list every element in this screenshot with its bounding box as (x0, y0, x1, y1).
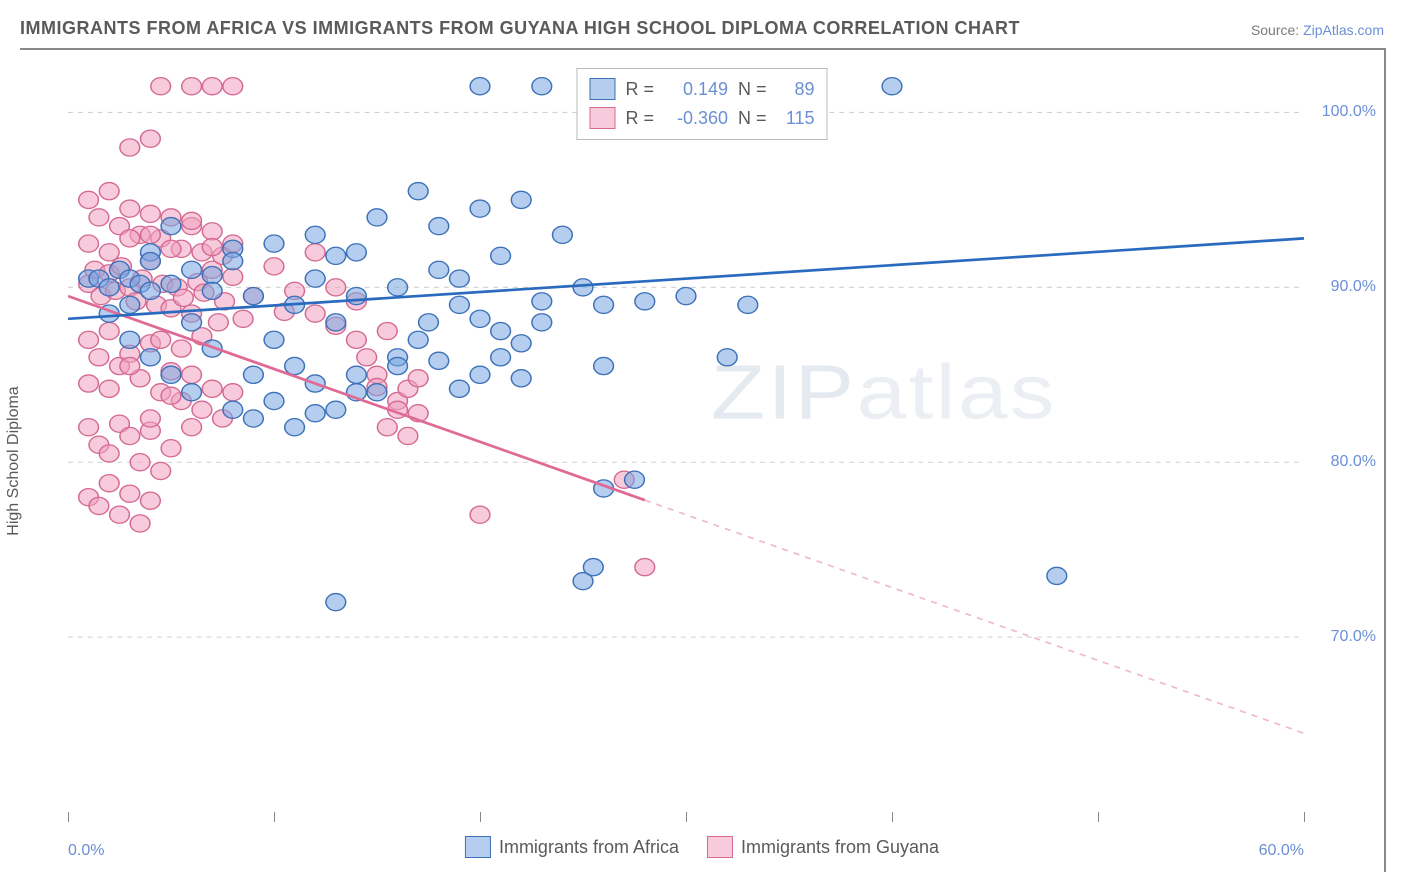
n-value-africa: 89 (777, 75, 815, 104)
n-value-guyana: 115 (777, 104, 815, 133)
legend-item-guyana: Immigrants from Guyana (707, 836, 939, 858)
legend-series: Immigrants from Africa Immigrants from G… (465, 836, 939, 858)
source-prefix: Source: (1251, 22, 1303, 38)
swatch-pink (707, 836, 733, 858)
plot-area: ZIPatlas 70.0%80.0%90.0%100.0% 0.0%60.0% (68, 60, 1304, 812)
legend-label-africa: Immigrants from Africa (499, 837, 679, 858)
legend-row-africa: R = 0.149 N = 89 (589, 75, 814, 104)
y-tick-label: 80.0% (1331, 453, 1376, 471)
x-tick-label: 60.0% (1259, 842, 1304, 860)
chart-container: High School Diploma ZIPatlas 70.0%80.0%9… (20, 48, 1386, 872)
swatch-blue (465, 836, 491, 858)
legend-row-guyana: R = -0.360 N = 115 (589, 104, 814, 133)
r-value-guyana: -0.360 (664, 104, 728, 133)
y-tick-label: 90.0% (1331, 278, 1376, 296)
y-tick-label: 100.0% (1322, 103, 1376, 121)
swatch-blue (589, 78, 615, 100)
swatch-pink (589, 107, 615, 129)
y-axis-label: High School Diploma (5, 386, 23, 535)
n-label: N = (738, 75, 767, 104)
x-tick-label: 0.0% (68, 842, 104, 860)
n-label: N = (738, 104, 767, 133)
scatter-svg: ZIPatlas (68, 60, 1304, 812)
r-label: R = (625, 75, 654, 104)
legend-item-africa: Immigrants from Africa (465, 836, 679, 858)
chart-title: IMMIGRANTS FROM AFRICA VS IMMIGRANTS FRO… (20, 18, 1020, 39)
source-credit: Source: ZipAtlas.com (1251, 22, 1384, 38)
r-value-africa: 0.149 (664, 75, 728, 104)
legend-correlation: R = 0.149 N = 89 R = -0.360 N = 115 (576, 68, 827, 140)
r-label: R = (625, 104, 654, 133)
legend-label-guyana: Immigrants from Guyana (741, 837, 939, 858)
source-link[interactable]: ZipAtlas.com (1303, 22, 1384, 38)
svg-text:ZIPatlas: ZIPatlas (711, 349, 1057, 435)
y-tick-label: 70.0% (1331, 628, 1376, 646)
